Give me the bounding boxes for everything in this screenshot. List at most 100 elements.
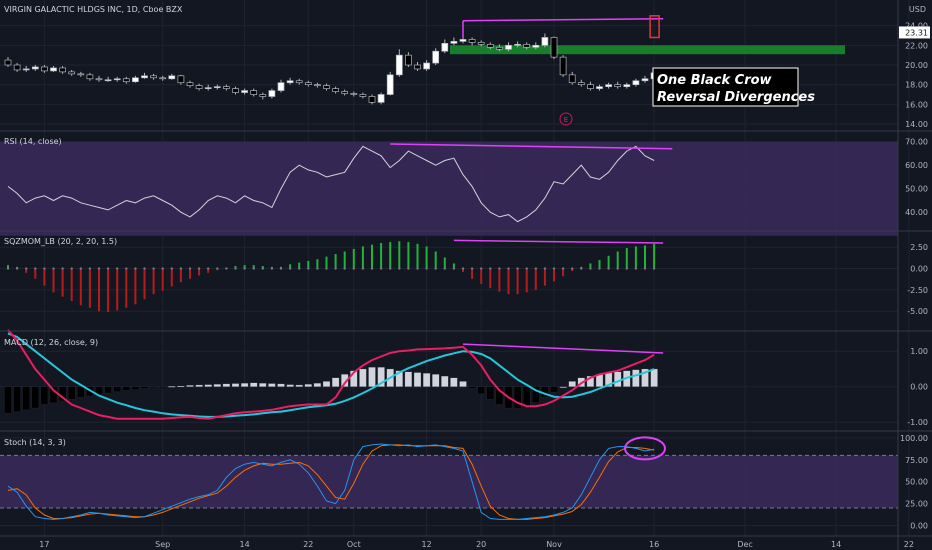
candle-body [386, 74, 394, 95]
macd-histogram-bar [495, 386, 504, 405]
sqzmom-dot [361, 267, 365, 270]
last-price-label: 23.31 [905, 28, 928, 37]
sqzmom-dot [152, 267, 155, 270]
candle-body [277, 82, 285, 91]
candle-body [441, 43, 449, 52]
macd-histogram-bar [149, 386, 158, 388]
candle-body [213, 86, 221, 88]
candle-body [486, 43, 494, 48]
sqzmom-dot [116, 267, 119, 270]
sqzmom-dot [97, 267, 101, 270]
sqzmom-dot [552, 267, 556, 270]
macd-histogram-bar [450, 377, 458, 387]
sqzmom-dot [652, 267, 656, 270]
sqzmom-divergence-line [453, 239, 664, 244]
candle-body [477, 42, 485, 45]
macd-histogram-bar [113, 386, 121, 392]
candle-body [186, 82, 194, 86]
y-tick-label: -1.00 [907, 418, 928, 427]
macd-histogram-bar [468, 386, 476, 389]
macd-histogram-bar [477, 386, 485, 394]
candle-body [377, 94, 385, 103]
y-tick-label: 24.00 [905, 22, 928, 31]
macd-histogram-bar [586, 375, 595, 387]
candle-body [59, 67, 66, 73]
last-price-tag [899, 26, 930, 39]
sqzmom-dot [207, 267, 210, 270]
y-tick-label: 75.00 [905, 456, 928, 465]
sqzmom-dot [480, 267, 483, 270]
y-tick-label: 25.00 [905, 500, 928, 509]
macd-histogram-bar [231, 383, 240, 387]
x-tick-label: Nov [546, 540, 562, 549]
sqzmom-dot [416, 267, 419, 270]
sqzmom-dot [352, 267, 355, 270]
x-tick-label: 14 [240, 540, 250, 549]
candle-body [532, 44, 540, 48]
candle-body [605, 84, 612, 87]
macd-histogram-bar [49, 386, 58, 403]
candle-body [132, 77, 139, 83]
candle-body [232, 88, 239, 93]
candle-body [432, 50, 440, 64]
rsi-line [7, 145, 655, 223]
stoch-k-line [7, 443, 655, 520]
x-tick-label: 20 [476, 540, 486, 549]
sqzmom-dot [307, 267, 310, 270]
candle-body [568, 74, 576, 84]
y-tick-label: -2.50 [907, 286, 928, 295]
macd-histogram-bar [559, 386, 567, 388]
sqzmom-dot [252, 267, 255, 270]
macd-histogram-bar [459, 381, 467, 387]
macd-histogram-bar [22, 386, 30, 410]
sqzmom-dot [461, 267, 465, 270]
x-tick-label: 22 [904, 540, 914, 549]
sqzmom-dot [425, 267, 428, 270]
y-tick-label: 14.00 [905, 120, 928, 129]
sqzmom-dot [407, 267, 410, 270]
candle-body [341, 91, 349, 94]
sqzmom-dot [316, 267, 319, 270]
macd-histogram-bar [31, 386, 39, 409]
sqzmom-dot [470, 267, 474, 270]
macd-histogram-bar [4, 386, 12, 414]
candle-body [359, 94, 367, 97]
candle-body [587, 84, 594, 89]
candle-body [459, 39, 467, 42]
sqzmom-dot [452, 267, 456, 270]
stoch-d-line [7, 444, 655, 520]
candle-body [250, 90, 258, 95]
sqzmom-dot [79, 267, 83, 270]
y-tick-label: 0.00 [910, 383, 928, 392]
candle-body [405, 54, 412, 66]
sqzmom-dot [598, 267, 601, 270]
macd-histogram-bar [568, 381, 576, 387]
candle-body [195, 85, 203, 89]
sqzmom-dot [634, 267, 638, 270]
candle-body [450, 41, 458, 44]
candle-body [168, 75, 176, 80]
macd-histogram-bar [159, 386, 167, 388]
candle-body [41, 66, 48, 72]
y-tick-label: 2.50 [910, 243, 928, 252]
sqzmom-dot [179, 267, 183, 270]
x-tick-label: Dec [737, 540, 752, 549]
sqzmom-dot [106, 267, 110, 270]
candle-body [304, 82, 312, 86]
earnings-event-icon[interactable] [559, 112, 573, 126]
stoch-highlight-ellipse [624, 436, 666, 461]
candle-body [332, 88, 339, 92]
sqzmom-dot [625, 267, 628, 270]
macd-histogram-bar [277, 383, 285, 387]
x-tick-label: 22 [303, 540, 313, 549]
sqzmom-dot [516, 267, 519, 270]
stoch-band [0, 455, 898, 508]
candle-body [350, 93, 358, 95]
macd-histogram-bar [286, 384, 294, 387]
macd-histogram-bar [295, 384, 303, 387]
macd-histogram-bar [486, 386, 494, 400]
candle-body [541, 37, 549, 46]
sqzmom-dot [543, 267, 547, 270]
